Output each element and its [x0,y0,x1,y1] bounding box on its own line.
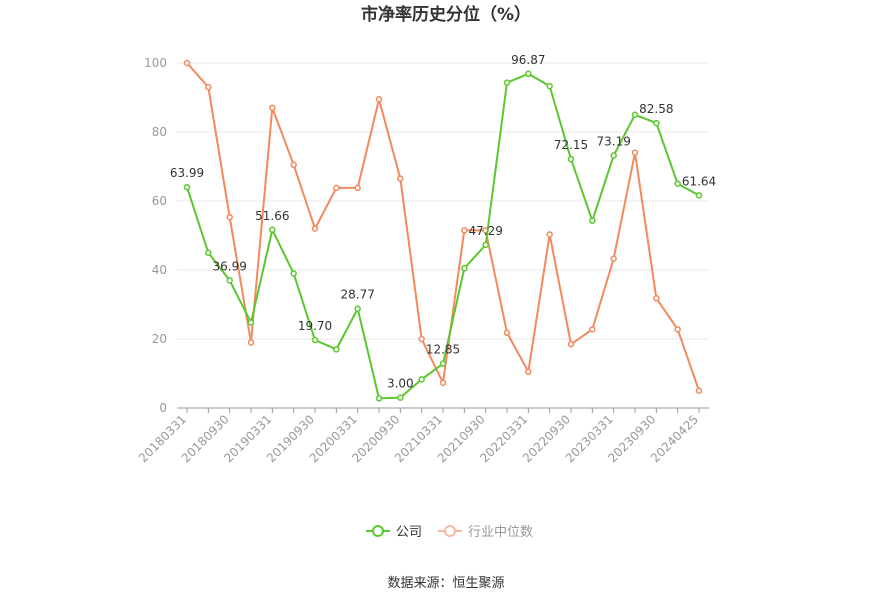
data-label: 73.19 [596,134,630,148]
data-point[interactable] [610,152,617,159]
data-point[interactable] [269,226,276,234]
data-point[interactable] [674,326,681,333]
y-axis: 0 20 40 60 80 100 [144,56,167,415]
legend-label-company: 公司 [396,525,422,540]
data-point[interactable] [375,395,383,402]
data-label: 36.99 [212,259,246,273]
data-point[interactable] [589,217,596,224]
data-label: 72.15 [554,138,588,152]
data-point[interactable] [567,155,575,163]
data-point[interactable] [205,83,212,91]
y-tick-label: 0 [159,401,167,415]
data-point[interactable] [695,192,703,199]
data-point[interactable] [653,295,660,302]
data-point[interactable] [631,111,639,118]
data-point[interactable] [567,340,575,348]
data-point[interactable] [290,270,297,277]
data-point[interactable] [482,241,489,249]
y-tick-label: 40 [152,263,167,277]
data-point[interactable] [269,104,276,112]
data-point[interactable] [631,149,639,156]
data-point[interactable] [439,360,447,367]
y-tick-label: 20 [152,332,167,346]
data-point[interactable] [589,326,596,333]
chart-title: 市净率历史分位（%） [361,4,531,25]
data-point[interactable] [290,161,297,169]
data-point[interactable] [610,255,617,262]
data-label: 63.99 [170,166,204,180]
legend-marker-company [372,525,384,537]
data-point[interactable] [247,339,255,346]
data-point[interactable] [247,319,255,326]
y-tick-label: 80 [152,125,167,139]
data-point[interactable] [546,231,553,238]
series-line-1 [186,62,700,392]
data-point[interactable] [461,265,468,272]
data-point[interactable] [311,225,319,232]
data-point[interactable] [333,346,340,353]
data-point[interactable] [397,175,404,182]
data-point[interactable] [397,394,404,401]
series-group [183,59,703,402]
data-point[interactable] [226,277,233,284]
data-point[interactable] [418,335,425,343]
data-label: 47.29 [468,224,502,238]
grid [177,62,709,340]
data-point[interactable] [311,336,319,344]
data-point[interactable] [183,183,191,191]
data-point[interactable] [183,59,191,67]
data-label: 51.66 [255,209,289,223]
data-point[interactable] [439,379,447,387]
data-point[interactable] [546,82,553,90]
legend-item-industry[interactable]: 行业中位数 [438,525,533,540]
data-point[interactable] [226,213,233,221]
data-point[interactable] [695,387,703,394]
data-label: 12.85 [426,343,460,357]
x-axis: 2018033120180930201903312019093020200331… [136,407,709,465]
data-point[interactable] [375,95,383,103]
data-point[interactable] [525,368,532,376]
data-point[interactable] [503,79,511,86]
data-label: 61.64 [682,174,716,188]
y-tick-label: 60 [152,194,167,208]
data-point[interactable] [503,329,511,337]
legend[interactable]: 公司 行业中位数 [366,525,533,540]
data-point[interactable] [333,184,340,192]
data-point[interactable] [354,305,361,312]
legend-label-industry: 行业中位数 [468,525,533,540]
data-labels: 63.99 36.99 51.66 19.70 28.77 3.00 12.85 47.29 9… [170,53,716,391]
legend-item-company[interactable]: 公司 [366,525,422,540]
data-point[interactable] [525,70,532,78]
data-label: 3.00 [387,377,414,391]
y-tick-label: 100 [144,56,167,70]
legend-marker-industry [444,525,456,537]
data-label: 28.77 [340,288,374,302]
data-label: 82.58 [639,102,673,116]
data-point[interactable] [354,184,361,192]
data-point[interactable] [205,249,212,256]
data-point[interactable] [461,227,468,234]
data-point[interactable] [653,119,660,127]
data-label: 96.87 [511,53,545,67]
data-point[interactable] [674,180,681,187]
data-label: 19.70 [298,319,332,333]
source-note: 数据来源：恒生聚源 [387,576,504,591]
data-point[interactable] [418,376,425,383]
